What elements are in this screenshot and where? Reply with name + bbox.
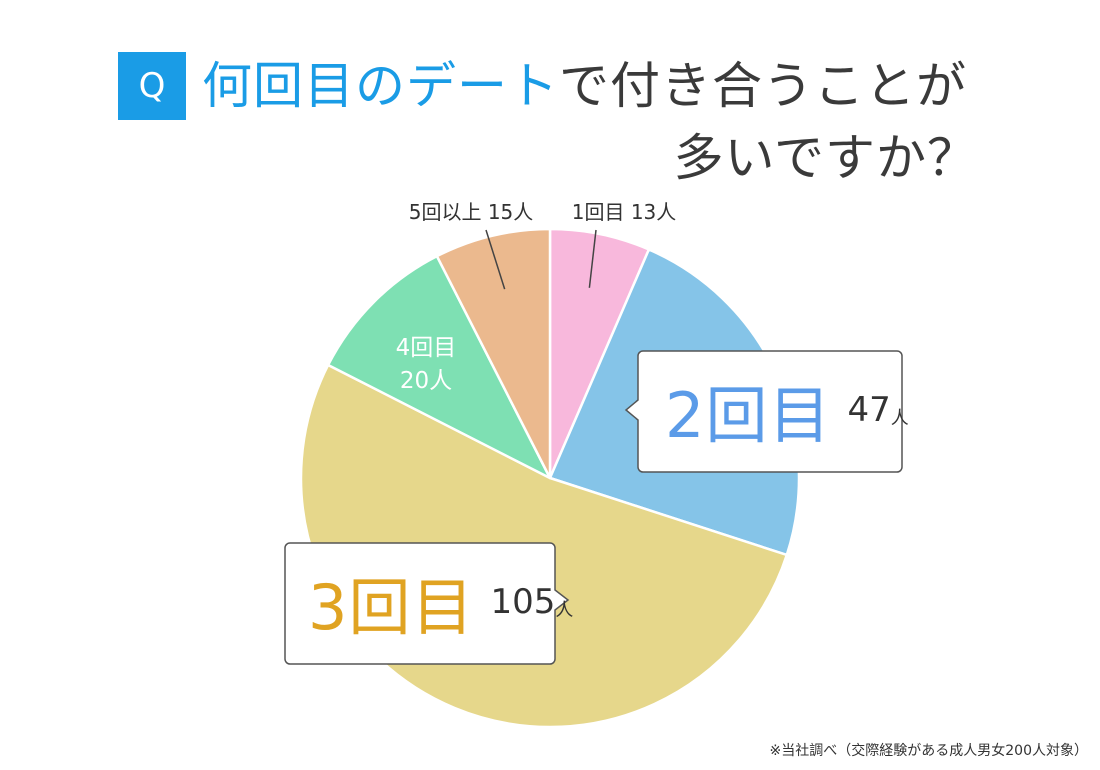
pie-slice-4 [326,254,552,480]
leader-line-slice-5 [485,229,506,290]
callout-slice-3: 3回目 105 人 [284,542,596,665]
slice-1-label: 1回目 13人 [572,200,677,224]
title-line-2: 多いですか？ [673,129,978,187]
leader-line-slice-1 [588,229,597,288]
slice-4-label-line-1: 4回目 [396,335,457,361]
slice-3-unit: 人 [555,600,574,621]
source-note: ※当社調べ（交際経験がある成人男女200人対象） [769,743,1088,759]
slice-2-unit: 人 [890,408,909,429]
slice-5-label: 5回以上 15人 [409,200,534,224]
callout-2-bubble [624,350,903,473]
pie-slice-5 [435,227,552,480]
callout-slice-2: 2回目 47 人 [624,350,937,473]
slice-2-label: 2回目 [665,379,832,452]
title-line-1: 何回目のデートで付き合うことが [202,56,967,116]
label-group-slice-5: 5回以上 15人 [409,200,534,290]
question-badge: Q [118,52,186,120]
label-group-slice-1: 1回目 13人 [572,200,677,288]
callout-3-bubble [284,542,570,665]
title-accent-text: 何回目のデート [202,57,559,115]
slice-3-value: 105 [490,582,556,622]
slice-4-label-line-2: 20人 [400,368,452,394]
slice-3-label: 3回目 [308,571,475,644]
callout-3-text: 3回目 105 人 [308,542,573,662]
callout-2-text: 2回目 47 人 [665,350,909,470]
title-rest-text: で付き合うことが [559,57,967,115]
slice-2-value: 47 [847,390,891,430]
